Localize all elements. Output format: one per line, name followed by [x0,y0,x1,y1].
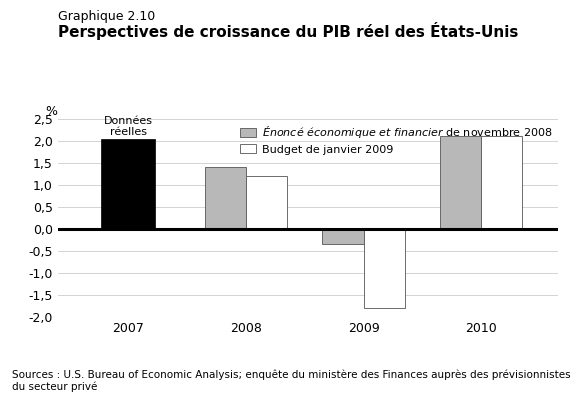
Text: Données
réelles: Données réelles [104,116,152,137]
Text: Perspectives de croissance du PIB réel des États-Unis: Perspectives de croissance du PIB réel d… [58,22,518,40]
Bar [481,136,523,229]
Bar [440,136,481,229]
Bar [101,139,155,229]
Bar [246,176,287,229]
Bar [323,229,363,244]
Bar [205,167,246,229]
Text: %: % [45,105,58,118]
Text: Graphique 2.10: Graphique 2.10 [58,10,155,23]
Bar [363,229,405,308]
Legend: $\it{Énoncé\ économique\ et\ financier}$ de novembre 2008, Budget de janvier 200: $\it{Énoncé\ économique\ et\ financier}$… [240,124,552,155]
Text: Sources : U.S. Bureau of Economic Analysis; enquête du ministère des Finances au: Sources : U.S. Bureau of Economic Analys… [12,369,570,392]
